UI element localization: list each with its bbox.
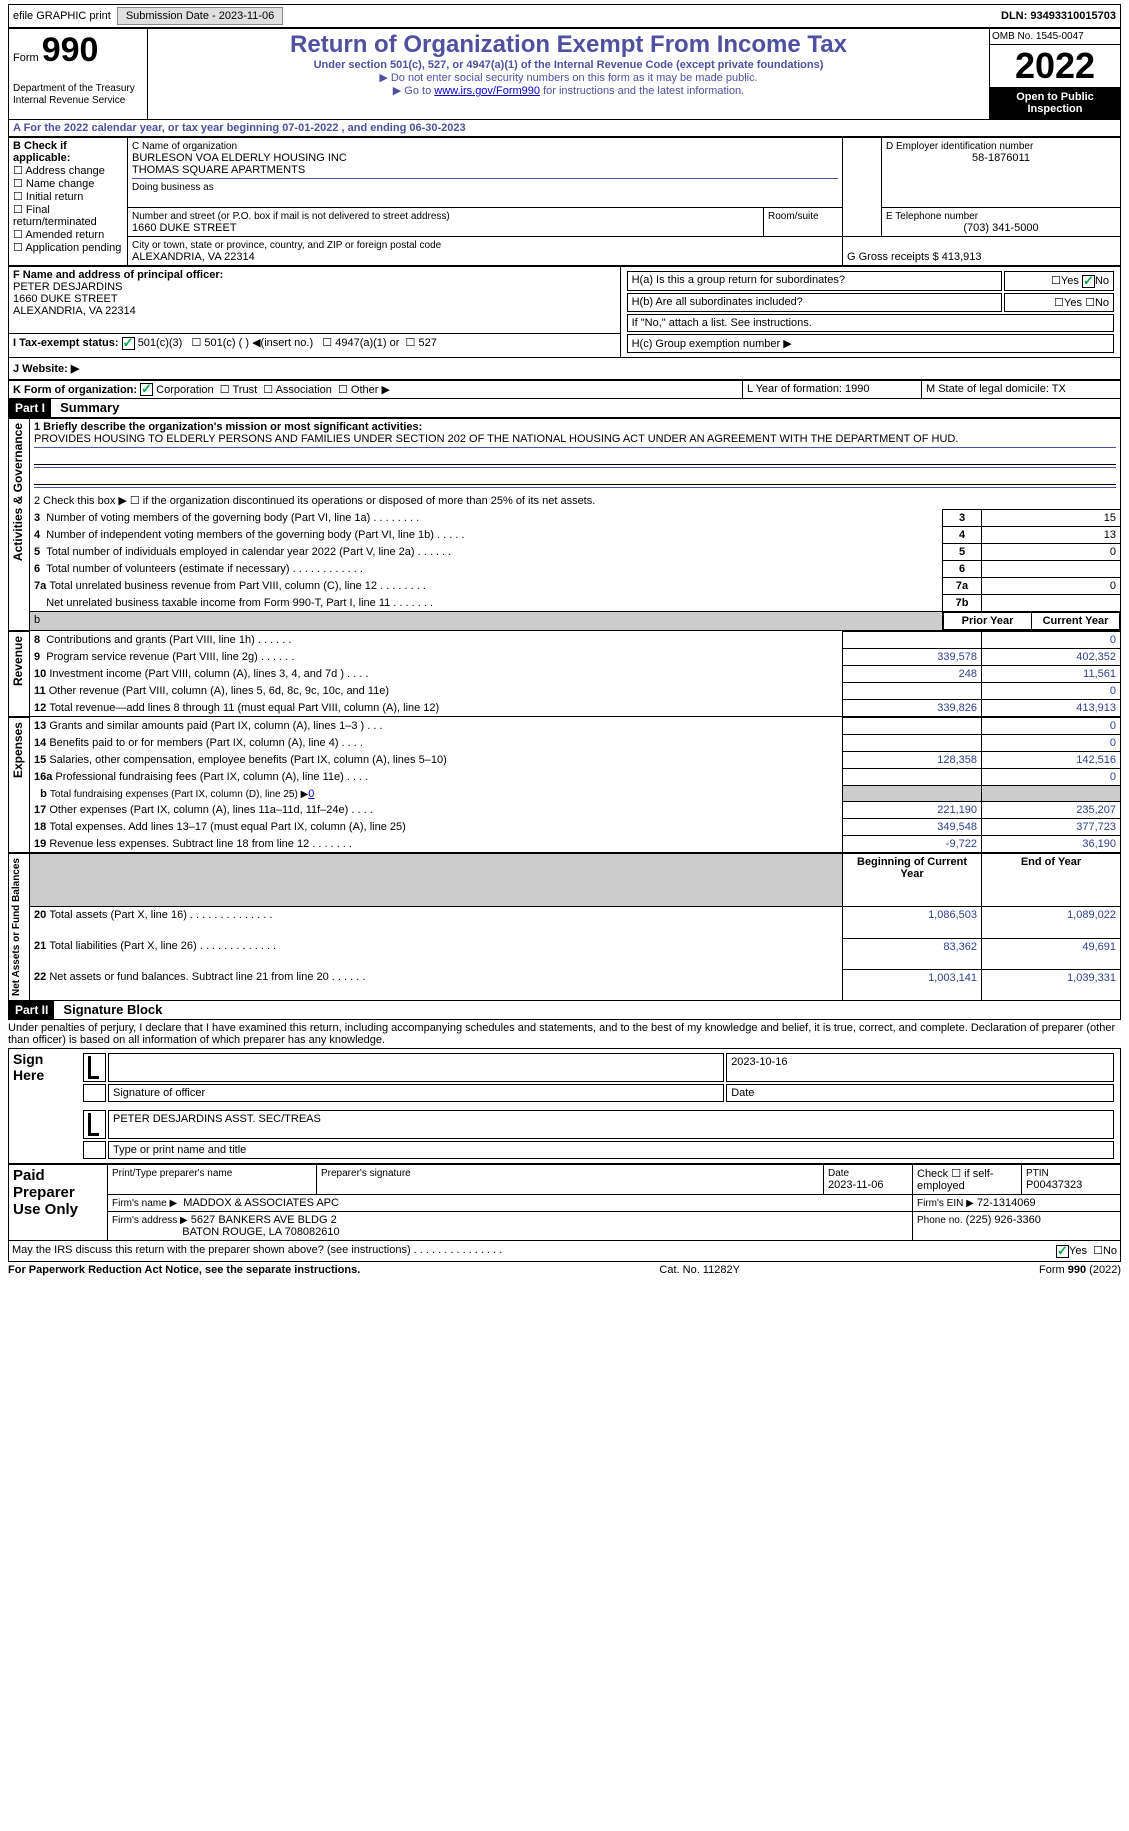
cb-address[interactable]: ☐ Address change (13, 165, 105, 177)
side-gov: Activities & Governance (9, 419, 27, 565)
part2-title: Signature Block (57, 1000, 168, 1019)
q1-text: PROVIDES HOUSING TO ELDERLY PERSONS AND … (34, 433, 958, 445)
exp-table: Expenses 13 Grants and similar amounts p… (8, 717, 1121, 853)
box-c-label: C Name of organization (132, 141, 237, 152)
q2: 2 Check this box ▶ ☐ if the organization… (30, 492, 1121, 510)
form-subtitle: Under section 501(c), 527, or 4947(a)(1)… (152, 59, 985, 71)
declaration: Under penalties of perjury, I declare th… (8, 1020, 1121, 1048)
box-d-label: D Employer identification number (886, 141, 1033, 152)
fh-block: F Name and address of principal officer:… (8, 266, 1121, 358)
discuss-yes[interactable] (1056, 1245, 1069, 1258)
hb-yes[interactable]: ☐Yes (1054, 297, 1082, 309)
part2-header: Part II (9, 1001, 54, 1019)
dept-label: Department of the Treasury (13, 83, 135, 94)
side-exp: Expenses (9, 718, 27, 782)
footer-left: For Paperwork Reduction Act Notice, see … (8, 1264, 360, 1276)
omb-label: OMB No. 1545-0047 (990, 29, 1120, 45)
box-j-label: J Website: ▶ (13, 363, 79, 375)
city-label: City or town, state or province, country… (132, 240, 441, 251)
hb-note: If "No," attach a list. See instructions… (627, 314, 1114, 332)
box-i-label: I Tax-exempt status: (13, 337, 119, 349)
irs-label: Internal Revenue Service (13, 95, 125, 106)
org-name1: BURLESON VOA ELDERLY HOUSING INC (132, 152, 347, 164)
hb-no[interactable]: ☐No (1085, 297, 1109, 309)
efile-label: efile GRAPHIC print (9, 8, 115, 24)
box-l: L Year of formation: 1990 (743, 380, 922, 399)
cb-final[interactable]: ☐ Final return/terminated (13, 204, 97, 228)
cb-initial[interactable]: ☐ Initial return (13, 191, 83, 203)
preparer-table: Paid Preparer Use Only Print/Type prepar… (8, 1164, 1121, 1241)
cb-pending[interactable]: ☐ Application pending (13, 242, 121, 254)
note-ssn: ▶ Do not enter social security numbers o… (152, 71, 985, 84)
paid-label: Paid Preparer Use Only (13, 1167, 78, 1218)
city-value: ALEXANDRIA, VA 22314 (132, 251, 255, 263)
footer-right: Form 990 (2022) (1039, 1264, 1121, 1276)
sign-table: Sign Here 2023-10-16 Signature of office… (8, 1048, 1121, 1164)
footer-mid: Cat. No. 11282Y (659, 1264, 740, 1276)
info-block: B Check if applicable: ☐ Address change … (8, 137, 1121, 266)
open-inspection: Open to Public Inspection (990, 87, 1120, 119)
hc-label: H(c) Group exemption number ▶ (627, 334, 1114, 353)
dba-label: Doing business as (132, 182, 214, 193)
box-g: G Gross receipts $ 413,913 (847, 251, 1116, 263)
tax-year: 2022 (990, 45, 1120, 87)
cb-corp[interactable] (140, 383, 153, 396)
rev-table: Revenue 8 Contributions and grants (Part… (8, 631, 1121, 717)
ha-label: H(a) Is this a group return for subordin… (627, 271, 1002, 291)
box-b-title: B Check if applicable: (13, 140, 70, 164)
ha-yes[interactable]: ☐Yes (1051, 275, 1079, 287)
box-e-label: E Telephone number (886, 211, 978, 222)
net-table: Net Assets or Fund Balances Beginning of… (8, 853, 1121, 1001)
ein-value: 58-1876011 (886, 152, 1116, 164)
addr-value: 1660 DUKE STREET (132, 222, 237, 234)
discuss-label: May the IRS discuss this return with the… (12, 1244, 1056, 1258)
submission-date-button[interactable]: Submission Date - 2023-11-06 (117, 7, 283, 25)
ha-no-check[interactable] (1082, 275, 1095, 288)
box-m: M State of legal domicile: TX (922, 380, 1121, 399)
room-label: Room/suite (768, 211, 819, 222)
addr-label: Number and street (or P.O. box if mail i… (132, 211, 450, 222)
note-goto: ▶ Go to www.irs.gov/Form990 for instruct… (152, 84, 985, 97)
dln-label: DLN: 93493310015703 (997, 8, 1120, 24)
q1-label: 1 Briefly describe the organization's mi… (34, 421, 422, 433)
form-label: Form (13, 52, 39, 64)
box-k-label: K Form of organization: (13, 384, 137, 396)
form-header-table: Form 990 Department of the Treasury Inte… (8, 28, 1121, 120)
org-name2: THOMAS SQUARE APARTMENTS (132, 164, 305, 176)
gov-table: Activities & Governance 1 Briefly descri… (8, 418, 1121, 631)
side-net: Net Assets or Fund Balances (9, 854, 24, 1000)
cb-501c3[interactable] (122, 337, 135, 350)
cb-name[interactable]: ☐ Name change (13, 178, 94, 190)
top-toolbar: efile GRAPHIC print Submission Date - 20… (8, 4, 1121, 28)
part1-title: Summary (54, 398, 125, 417)
klm-block: K Form of organization: Corporation ☐ Tr… (8, 380, 1121, 400)
hb-label: H(b) Are all subordinates included? (627, 293, 1002, 312)
officer-name: PETER DESJARDINS (13, 281, 122, 293)
officer-addr: 1660 DUKE STREET (13, 293, 118, 305)
form-title: Return of Organization Exempt From Incom… (152, 31, 985, 59)
period-line: A For the 2022 calendar year, or tax yea… (8, 120, 1121, 137)
part1-header: Part I (9, 399, 51, 417)
sign-here-label: Sign Here (13, 1051, 44, 1083)
box-f-label: F Name and address of principal officer: (13, 269, 223, 281)
officer-city: ALEXANDRIA, VA 22314 (13, 305, 136, 317)
side-rev: Revenue (9, 632, 27, 690)
cb-amended[interactable]: ☐ Amended return (13, 229, 104, 241)
form-number: 990 (42, 31, 99, 69)
irs-link[interactable]: www.irs.gov/Form990 (434, 85, 540, 97)
fundraising-link[interactable]: 0 (308, 788, 314, 800)
phone-value: (703) 341-5000 (886, 222, 1116, 234)
